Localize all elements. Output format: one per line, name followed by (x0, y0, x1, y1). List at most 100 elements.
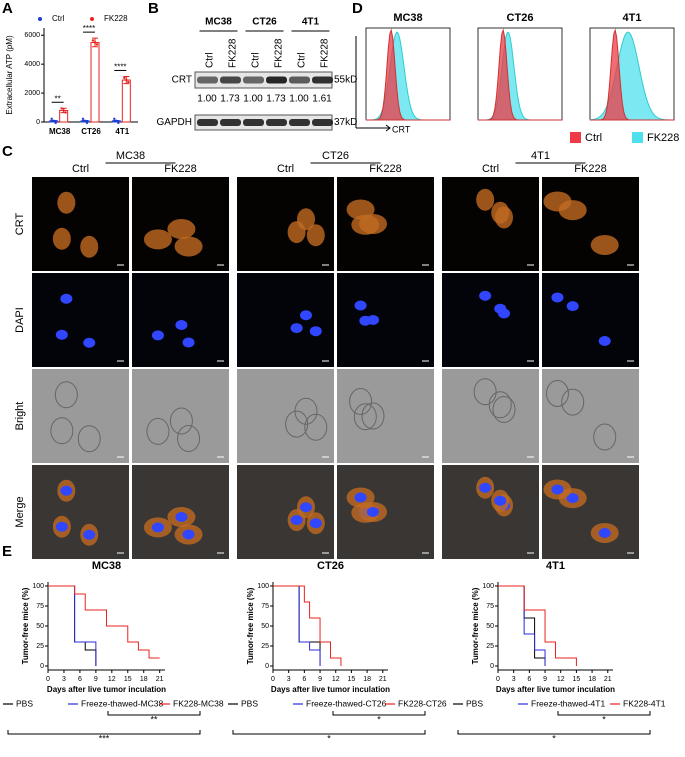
y-tick-label: 100 (32, 583, 44, 590)
cell-crt (143, 229, 172, 250)
histogram-title: 4T1 (623, 12, 642, 24)
y-tick-label: 50 (261, 623, 269, 630)
cell-nucleus (151, 522, 164, 533)
micrograph (132, 273, 229, 367)
micrograph (237, 273, 334, 367)
size-label: 55kD (334, 75, 357, 86)
cell-outline (473, 378, 497, 406)
micrograph (442, 273, 539, 367)
group-label: MC38 (205, 17, 232, 28)
x-tick-label: 18 (588, 676, 596, 683)
x-tick-label: 21 (156, 676, 164, 683)
x-tick-label: 3 (62, 676, 66, 683)
x-tick-label: 12 (108, 676, 116, 683)
legend-label: Freeze-thawed-MC38 (81, 698, 163, 708)
row-label: Bright (14, 402, 26, 431)
cell-outline (361, 402, 385, 430)
data-point (117, 121, 120, 125)
micrograph (237, 177, 334, 271)
x-tick-label: 12 (332, 676, 340, 683)
cell-outline (169, 407, 193, 435)
x-tick-label: 21 (604, 676, 612, 683)
y-tick-label: 4000 (24, 61, 40, 68)
blot-band (266, 119, 287, 126)
group-label: 4T1 (531, 150, 550, 162)
cell-outline (54, 381, 78, 409)
cell-nucleus (60, 293, 73, 304)
cell-outline (593, 423, 617, 451)
condition-label: FK228 (164, 163, 196, 175)
x-tick-label: 0 (496, 676, 500, 683)
data-point (115, 119, 118, 123)
blot-band (312, 76, 333, 84)
legend-label: FK228-CT26 (398, 698, 447, 708)
legend-label: PBS (16, 698, 33, 708)
legend-marker (90, 17, 94, 21)
significance-label: * (602, 714, 606, 724)
cell-nucleus (290, 515, 303, 526)
cell-outline (146, 417, 170, 445)
cell-outline (77, 425, 101, 453)
survival-curve (48, 585, 97, 666)
micrograph (542, 465, 639, 559)
panel-label: D (352, 0, 363, 17)
legend-label: Ctrl (585, 132, 602, 144)
micrograph (237, 465, 334, 559)
significance-label: **** (83, 24, 95, 33)
group-label: CT26 (252, 17, 277, 28)
legend-marker (38, 17, 42, 21)
y-axis-label: Tumor-free mice (%) (21, 587, 30, 664)
cell-outline (177, 424, 201, 452)
x-tick-label: 6 (302, 676, 306, 683)
data-point (83, 119, 87, 123)
x-tick-label: 3 (512, 676, 516, 683)
cell-outline (349, 387, 373, 415)
lane-label: FK228 (320, 38, 331, 68)
significance-label: * (377, 714, 381, 724)
cell-outline (294, 397, 318, 425)
y-tick-label: 50 (486, 623, 494, 630)
quantification: 1.73 (266, 94, 286, 105)
histogram-ctrl (590, 28, 674, 121)
group-label: CT26 (322, 150, 349, 162)
y-tick-label: 100 (257, 583, 269, 590)
cell-nucleus (55, 329, 68, 340)
micrograph (542, 273, 639, 367)
cell-nucleus (299, 310, 312, 321)
lane-label: Ctrl (205, 52, 216, 68)
significance-bracket (332, 711, 426, 716)
cell-nucleus (83, 337, 96, 348)
data-point (93, 41, 97, 44)
blot-band (197, 76, 218, 84)
y-tick-label: 25 (36, 643, 44, 650)
significance-label: ** (150, 714, 158, 724)
cell-crt (590, 234, 619, 255)
significance-bracket (7, 730, 201, 735)
data-point (123, 76, 126, 80)
cell-outline (304, 413, 328, 441)
y-tick-label: 100 (482, 583, 494, 590)
axis-arrow (355, 36, 391, 132)
size-label: 37kD (334, 117, 357, 128)
blot-band (243, 119, 264, 126)
legend-label: Freeze-thawed-CT26 (306, 698, 387, 708)
histogram-ctrl (478, 28, 562, 121)
blot-band (289, 119, 310, 126)
x-tick-label: 6 (78, 676, 82, 683)
legend-swatch (632, 132, 643, 143)
significance-label: * (327, 733, 331, 743)
cell-outline (561, 388, 585, 416)
condition-label: Ctrl (277, 163, 294, 175)
cell-nucleus (175, 512, 188, 523)
blot-band (243, 76, 264, 84)
x-tick-label: 0 (46, 676, 50, 683)
blot-band (289, 76, 310, 84)
micrograph (337, 273, 434, 367)
survival-curve (498, 585, 546, 666)
survival-curve (273, 585, 342, 666)
x-tick-label: 15 (124, 676, 132, 683)
cell-crt (174, 236, 203, 257)
y-tick-label: 75 (486, 603, 494, 610)
x-axis-label: Days after live tumor inculation (271, 685, 390, 694)
